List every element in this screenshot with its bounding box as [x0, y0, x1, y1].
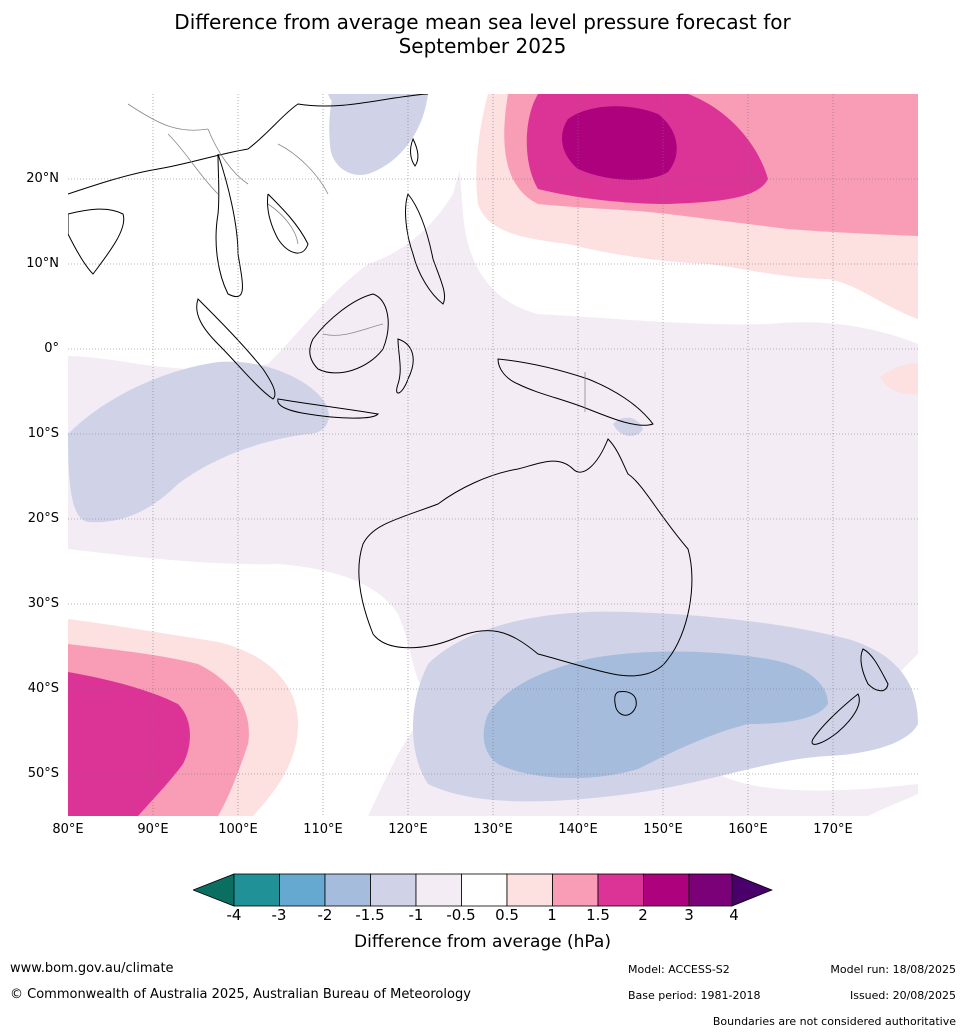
- colorbar-tick-label: 1.5: [586, 906, 610, 924]
- colorbar-segment: [279, 873, 326, 907]
- lon-label-120e: 120°E: [388, 822, 428, 837]
- boundaries-disclaimer: Boundaries are not considered authoritat…: [712, 1015, 956, 1028]
- lat-label-10s: 10°S: [27, 426, 59, 441]
- anomaly-band-minus-1-5-south-australia: [483, 651, 828, 779]
- lat-label-30s: 30°S: [27, 596, 59, 611]
- anomaly-band-plus-1-5-sw-indian: [68, 672, 190, 816]
- pressure-anomaly-map: [68, 94, 918, 816]
- title-line-2: September 2025: [398, 34, 567, 58]
- country-borders: [127, 103, 586, 412]
- colorbar: [193, 873, 773, 907]
- colorbar-arrow-high: [731, 873, 773, 907]
- colorbar-segment: [461, 873, 508, 907]
- anomaly-band-minus-1-east-china: [329, 94, 428, 175]
- border-mainland-asia: [127, 103, 329, 245]
- map-svg: [68, 94, 918, 816]
- lat-label-20s: 20°S: [27, 511, 59, 526]
- coastline-new-zealand-north: [860, 648, 889, 692]
- colorbar-tick-label: 3: [684, 906, 694, 924]
- lon-label-130e: 130°E: [473, 822, 513, 837]
- issued-date: Issued: 20/08/2025: [849, 989, 956, 1002]
- lon-label-90e: 90°E: [137, 822, 169, 837]
- coastline-sulawesi: [396, 338, 414, 394]
- colorbar-segment: [370, 873, 417, 907]
- colorbar-segment: [688, 873, 733, 907]
- lat-label-10n: 10°N: [26, 256, 59, 271]
- website-link[interactable]: www.bom.gov.au/climate: [10, 961, 174, 976]
- model-name: Model: ACCESS-S2: [628, 963, 730, 976]
- border-borneo: [322, 323, 384, 336]
- colorbar-segment: [415, 873, 462, 907]
- neutral-region-southeast-corner: [868, 794, 918, 816]
- coastline-australia: [358, 438, 693, 677]
- coastline-tasmania: [614, 691, 637, 716]
- colorbar-segment: [324, 873, 371, 907]
- lat-label-50s: 50°S: [27, 766, 59, 781]
- lon-label-80e: 80°E: [52, 822, 84, 837]
- colorbar-segment: [552, 873, 599, 907]
- lat-label-20n: 20°N: [26, 171, 59, 186]
- colorbar-tick-label: 2: [638, 906, 648, 924]
- colorbar-tick-label: 1: [547, 906, 557, 924]
- colorbar-segment: [643, 873, 690, 907]
- lat-label-40s: 40°S: [27, 681, 59, 696]
- coastline-se-asia: [68, 94, 429, 297]
- colorbar-tick-label: 4: [729, 906, 739, 924]
- lon-label-170e: 170°E: [813, 822, 853, 837]
- base-period: Base period: 1981-2018: [628, 989, 761, 1002]
- colorbar-tick-label: -0.5: [446, 906, 476, 924]
- colorbar-segment: [597, 873, 644, 907]
- colorbar-tick-label: -2: [317, 906, 333, 924]
- coastline-taiwan: [410, 137, 419, 167]
- colorbar-arrow-low: [193, 873, 235, 907]
- coastline-sumatra: [196, 298, 276, 400]
- anomaly-band-plus-2-north-pacific: [562, 106, 677, 180]
- lon-label-150e: 150°E: [643, 822, 683, 837]
- colorbar-segment: [233, 873, 280, 907]
- coastline-philippines: [405, 192, 446, 305]
- colorbar-segment: [506, 873, 553, 907]
- chart-title: Difference from average mean sea level p…: [0, 10, 965, 58]
- lat-label-0: 0°: [44, 341, 59, 356]
- colorbar-tick-label: -4: [226, 906, 242, 924]
- neutral-region-asia: [68, 94, 498, 370]
- colorbar-tick-label: -1: [408, 906, 424, 924]
- coastline-new-zealand-south: [811, 693, 860, 745]
- anomaly-band-minus-1-coral-sea: [613, 417, 643, 436]
- coastline-new-guinea: [497, 358, 654, 426]
- lon-label-110e: 110°E: [303, 822, 343, 837]
- lon-label-100e: 100°E: [218, 822, 258, 837]
- colorbar-title: Difference from average (hPa): [354, 932, 611, 952]
- coastline-india: [68, 208, 125, 275]
- colorbar-tick-label: 0.5: [495, 906, 519, 924]
- colorbar-tick-label: -3: [271, 906, 287, 924]
- coastlines: [68, 94, 889, 745]
- lon-label-140e: 140°E: [558, 822, 598, 837]
- colorbar-tick-label: -1.5: [355, 906, 385, 924]
- title-line-1: Difference from average mean sea level p…: [174, 10, 791, 34]
- anomaly-band-minus-1-indian-ocean: [68, 361, 329, 523]
- lon-label-160e: 160°E: [728, 822, 768, 837]
- graticule: [68, 94, 918, 816]
- copyright-notice: © Commonwealth of Australia 2025, Austra…: [10, 987, 471, 1002]
- coastline-java: [277, 398, 379, 419]
- model-run-date: Model run: 18/08/2025: [830, 963, 956, 976]
- anomaly-band-plus-0-5-east-patch: [880, 363, 918, 395]
- neutral-region-tasman: [718, 654, 918, 791]
